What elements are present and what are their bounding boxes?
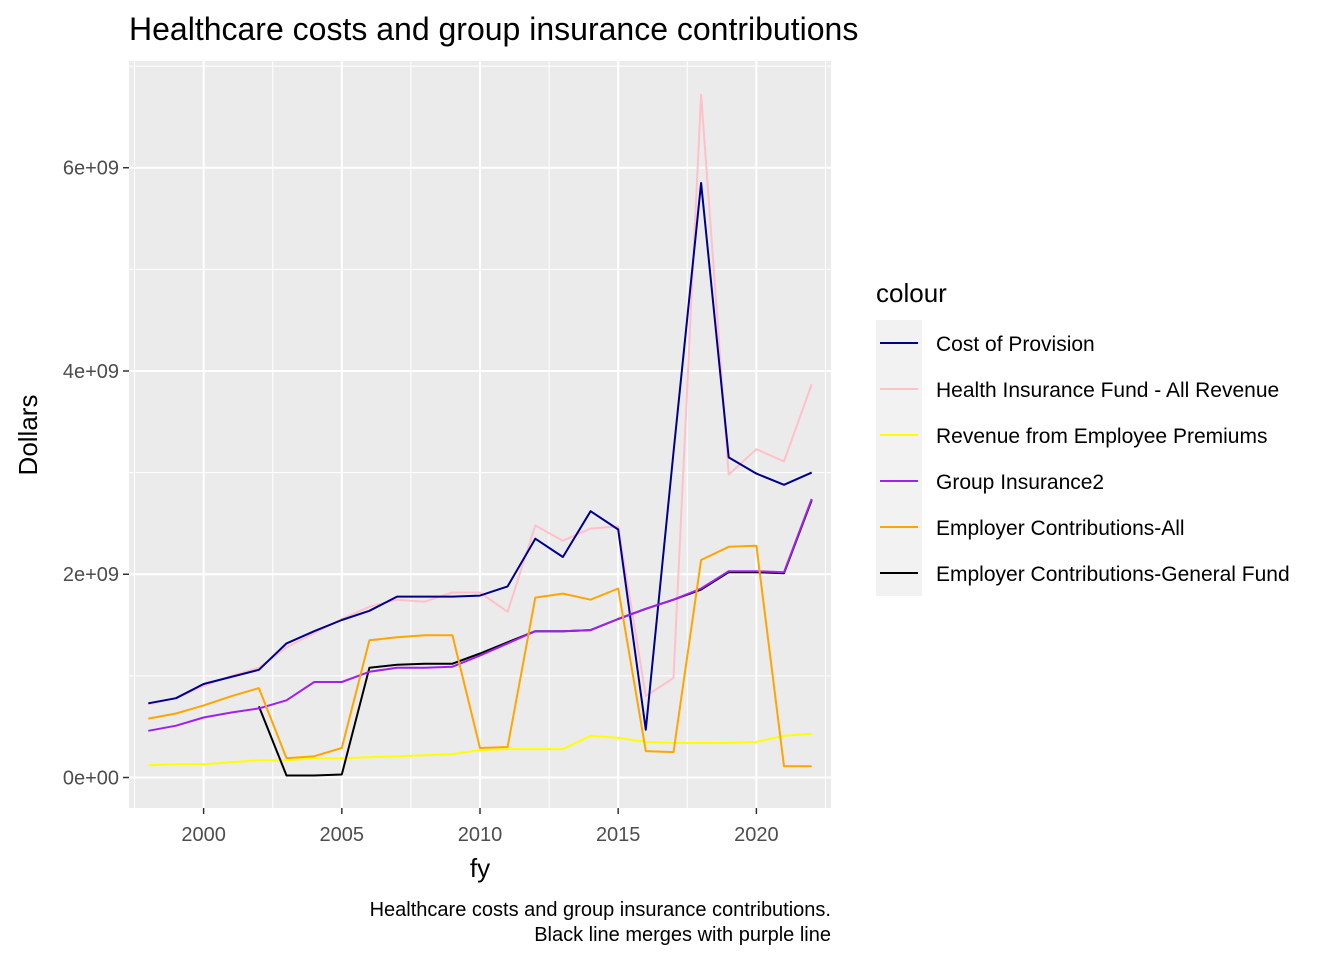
- legend-label-employer-contributions-all: Employer Contributions-All: [936, 517, 1185, 540]
- y-axis-title: Dollars: [13, 395, 43, 476]
- x-axis-ticks: 2000 2005 2010 2015 2020: [181, 808, 779, 846]
- y-tick-label: 0e+00: [63, 768, 119, 790]
- series-line-cost-of-provision: [148, 182, 813, 731]
- legend-label-revenue-from-employee-premiums: Revenue from Employee Premiums: [936, 425, 1267, 448]
- series-lines: [148, 93, 813, 777]
- chart-title: Healthcare costs and group insurance con…: [129, 11, 858, 47]
- x-tick-label: 2010: [458, 824, 503, 846]
- x-tick-label: 2020: [734, 824, 779, 846]
- series-line-health-insurance-fund-all-revenue: [148, 93, 813, 706]
- x-tick-label: 2005: [320, 824, 365, 846]
- legend-label-group-insurance2: Group Insurance2: [936, 471, 1104, 494]
- legend: Cost of Provision Health Insurance Fund -…: [876, 320, 1290, 596]
- legend-key-background: [876, 320, 922, 596]
- y-tick-label: 6e+09: [63, 158, 119, 180]
- x-axis-title: fy: [470, 853, 490, 883]
- caption-line-1: Healthcare costs and group insurance con…: [370, 899, 831, 921]
- x-tick-label: 2015: [596, 824, 641, 846]
- legend-title: colour: [876, 278, 947, 308]
- series-line-employer-contributions-all: [148, 544, 812, 768]
- series-line-revenue-from-employee-premiums: [148, 732, 812, 767]
- series-line-group-insurance2: [148, 498, 813, 732]
- y-tick-label: 4e+09: [63, 361, 119, 383]
- legend-label-cost-of-provision: Cost of Provision: [936, 333, 1095, 356]
- legend-label-health-insurance-fund-all-revenue: Health Insurance Fund - All Revenue: [936, 379, 1279, 402]
- x-tick-label: 2000: [181, 824, 226, 846]
- caption-line-2: Black line merges with purple line: [534, 924, 831, 946]
- legend-label-employer-contributions-general-fund: Employer Contributions-General Fund: [936, 563, 1290, 586]
- y-axis-ticks: 0e+00 2e+09 4e+09 6e+09: [63, 158, 129, 790]
- y-tick-label: 2e+09: [63, 564, 119, 586]
